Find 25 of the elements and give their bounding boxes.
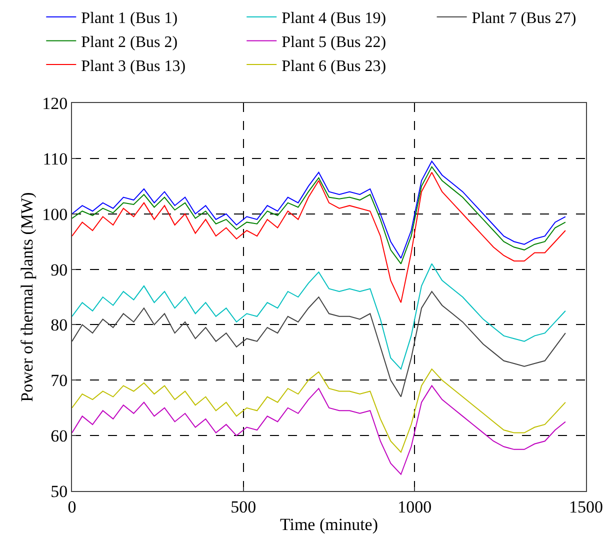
x-axis-title: Time (minute) xyxy=(280,514,378,534)
y-tick-label: 80 xyxy=(50,316,68,335)
legend-label: Plant 1 (Bus 1) xyxy=(81,10,178,28)
y-tick-label: 90 xyxy=(50,260,68,280)
x-tick-label: 1500 xyxy=(569,497,603,516)
y-tick-label: 50 xyxy=(50,482,68,501)
legend-label: Plant 4 (Bus 19) xyxy=(282,10,386,28)
legend-label: Plant 3 (Bus 13) xyxy=(81,58,186,75)
line-series xyxy=(72,263,566,370)
y-tick-label: 120 xyxy=(42,94,68,113)
y-tick-label: 110 xyxy=(42,149,68,168)
line-series xyxy=(72,172,566,304)
x-tick-label: 500 xyxy=(230,497,256,516)
legend-label: Plant 2 (Bus 2) xyxy=(81,34,178,51)
line-series xyxy=(72,385,566,475)
y-tick-label: 100 xyxy=(42,204,68,224)
line-series xyxy=(72,368,566,453)
legend-label: Plant 6 (Bus 23) xyxy=(282,58,386,75)
legend-label: Plant 7 (Bus 27) xyxy=(472,10,576,28)
legend-label: Plant 5 (Bus 22) xyxy=(282,34,386,51)
x-tick-label: 0 xyxy=(68,497,76,516)
y-axis-title: Power of thermal plants (MW) xyxy=(18,192,37,402)
x-tick-label: 1000 xyxy=(398,497,432,516)
y-tick-label: 60 xyxy=(50,426,68,446)
y-tick-label: 70 xyxy=(50,371,68,390)
